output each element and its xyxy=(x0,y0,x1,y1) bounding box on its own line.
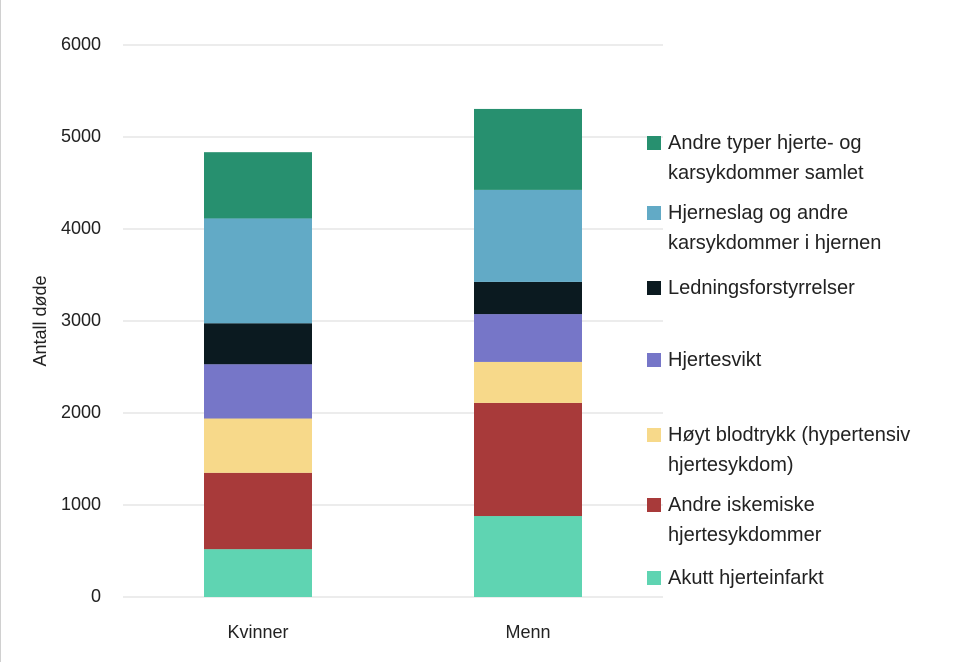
bar-segment xyxy=(204,323,312,365)
bar-segment xyxy=(474,108,582,190)
y-tick-label: 0 xyxy=(91,586,101,606)
legend-item: Høyt blodtrykk (hypertensiv hjertesykdom… xyxy=(647,420,937,480)
legend-label: Andre iskemiske hjertesykdommer xyxy=(668,494,822,546)
bar-segment xyxy=(474,281,582,315)
y-tick-label: 2000 xyxy=(61,402,101,422)
x-tick-label: Menn xyxy=(505,622,550,642)
legend-item: Hjertesvikt xyxy=(647,345,937,375)
bar-segment xyxy=(474,402,582,517)
bar-segment xyxy=(204,418,312,473)
x-tick-label: Kvinner xyxy=(227,622,288,642)
bar-segment xyxy=(474,314,582,362)
legend-swatch xyxy=(647,353,661,367)
bar-segment xyxy=(204,472,312,550)
y-tick-label: 5000 xyxy=(61,126,101,146)
legend-item: Andre iskemiske hjertesykdommer xyxy=(647,490,937,550)
legend-item: Andre typer hjerte- og karsykdommer saml… xyxy=(647,128,937,188)
y-tick-label: 6000 xyxy=(61,34,101,54)
bar-segment xyxy=(474,516,582,597)
legend-item: Akutt hjerteinfarkt xyxy=(647,563,937,593)
y-tick-label: 4000 xyxy=(61,218,101,238)
legend-label: Akutt hjerteinfarkt xyxy=(668,567,824,589)
bar-segment xyxy=(204,218,312,324)
y-axis-title: Antall døde xyxy=(30,275,50,366)
bar-segment xyxy=(204,364,312,419)
legend-swatch xyxy=(647,571,661,585)
legend-swatch xyxy=(647,428,661,442)
bar-segment xyxy=(474,361,582,403)
legend-label: Ledningsforstyrrelser xyxy=(668,277,855,299)
legend-label: Høyt blodtrykk (hypertensiv hjertesykdom… xyxy=(668,424,911,476)
legend-swatch xyxy=(647,136,661,150)
y-tick-label: 3000 xyxy=(61,310,101,330)
bar-segment xyxy=(204,152,312,219)
legend-label: Hjerneslag og andre karsykdommer i hjern… xyxy=(668,202,882,254)
legend-swatch xyxy=(647,281,661,295)
bar-segment xyxy=(204,549,312,597)
legend-label: Andre typer hjerte- og karsykdommer saml… xyxy=(668,132,864,184)
legend-swatch xyxy=(647,206,661,220)
legend-item: Ledningsforstyrrelser xyxy=(647,273,937,303)
y-tick-label: 1000 xyxy=(61,494,101,514)
legend-swatch xyxy=(647,498,661,512)
legend-label: Hjertesvikt xyxy=(668,349,762,371)
legend-item: Hjerneslag og andre karsykdommer i hjern… xyxy=(647,198,937,258)
bar-segment xyxy=(474,189,582,282)
